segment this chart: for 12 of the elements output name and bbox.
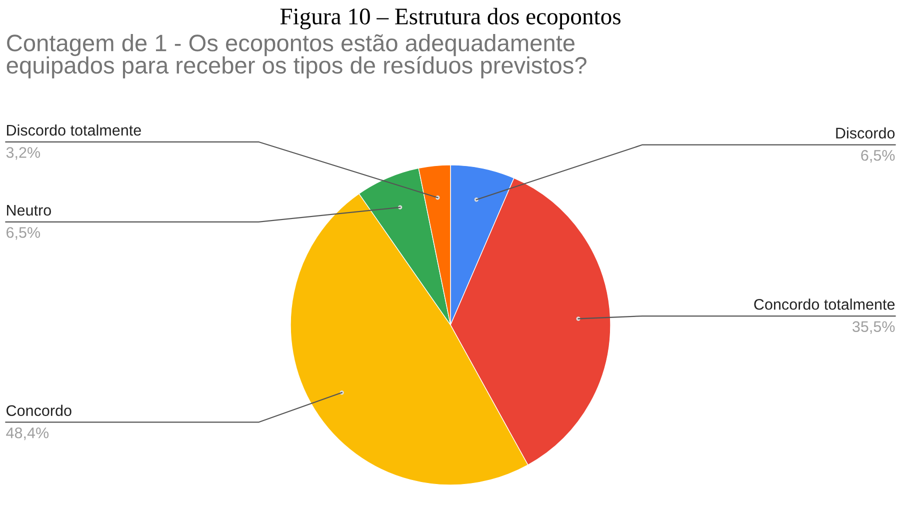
slice-label: Concordo	[6, 404, 72, 416]
chart-title: Figura 10 – Estrutura dos ecopontos	[280, 8, 620, 30]
slice-label: Discordo	[836, 127, 895, 139]
chart-subtitle: Contagem de 1 - Os ecopontos estão adequadamente equipados para receber os tipos de resíduos previstos?	[6, 34, 586, 78]
slice-label: Discordo totalmente	[7, 124, 141, 136]
data-label: 6,5%	[861, 150, 895, 163]
slice-label: Neutro	[7, 205, 51, 216]
data-label: 48,4%	[6, 427, 49, 440]
data-label: 3,2%	[6, 147, 40, 160]
data-label: 6,5%	[6, 227, 40, 240]
data-label: 35,5%	[852, 321, 895, 334]
slice-label: Concordo totalmente	[754, 298, 895, 310]
